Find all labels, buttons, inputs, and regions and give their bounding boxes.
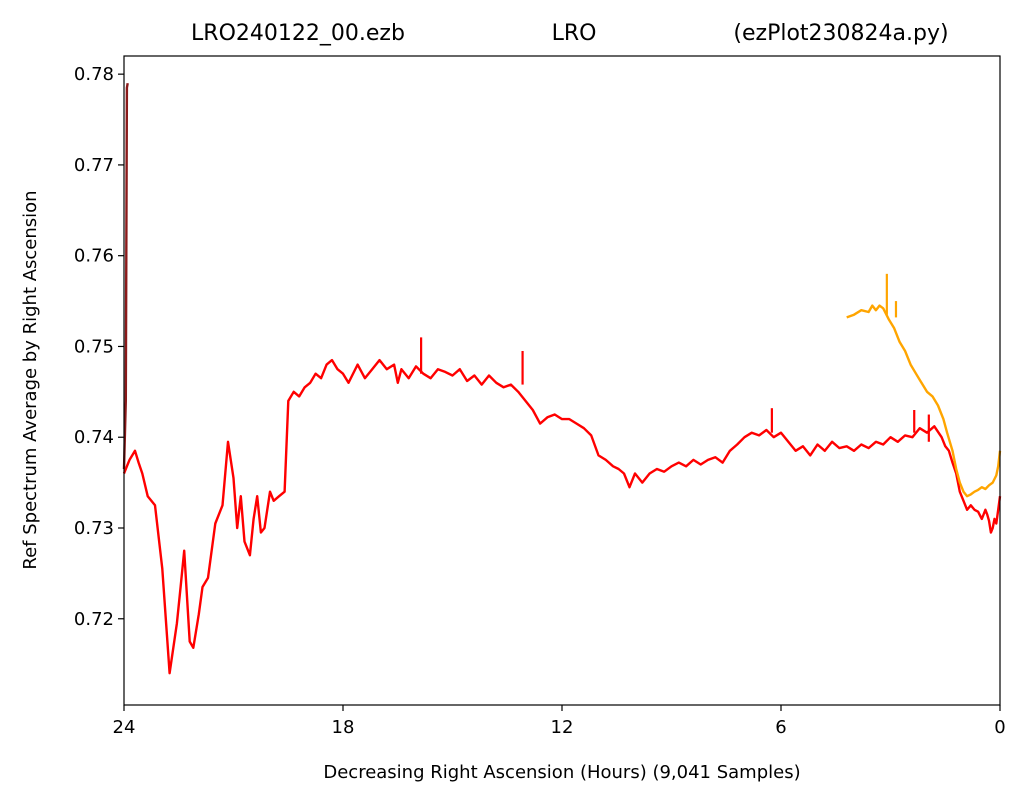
series-line-0 [122, 82, 129, 470]
x-tick-label: 18 [332, 717, 355, 738]
series-line-1 [122, 358, 1002, 675]
y-tick-label: 0.74 [74, 427, 114, 448]
y-tick-label: 0.78 [74, 64, 114, 85]
x-axis-label: Decreasing Right Ascension (Hours) (9,04… [323, 762, 800, 783]
series-layer [122, 82, 1002, 675]
y-axis: 0.72 0.73 0.74 0.75 0.76 0.77 0.78 [74, 64, 124, 630]
title-filename: LRO240122_00.ezb [191, 21, 405, 46]
x-axis: 24 18 12 6 0 [113, 705, 1006, 738]
x-tick-label: 24 [113, 717, 136, 738]
chart-title: LRO240122_00.ezb LRO (ezPlot230824a.py) [191, 21, 949, 46]
title-script: (ezPlot230824a.py) [733, 21, 948, 46]
x-tick-label: 12 [551, 717, 574, 738]
y-tick-label: 0.76 [74, 246, 114, 267]
series-line-2 [846, 304, 1002, 498]
x-tick-label: 6 [775, 717, 786, 738]
y-tick-label: 0.75 [74, 336, 114, 357]
title-station: LRO [552, 21, 597, 46]
y-tick-label: 0.73 [74, 518, 114, 539]
plot-frame [123, 55, 1001, 706]
x-tick-label: 0 [994, 717, 1005, 738]
y-tick-label: 0.72 [74, 609, 114, 630]
y-tick-label: 0.77 [74, 155, 114, 176]
y-axis-label: Ref Spectrum Average by Right Ascension [20, 190, 41, 569]
